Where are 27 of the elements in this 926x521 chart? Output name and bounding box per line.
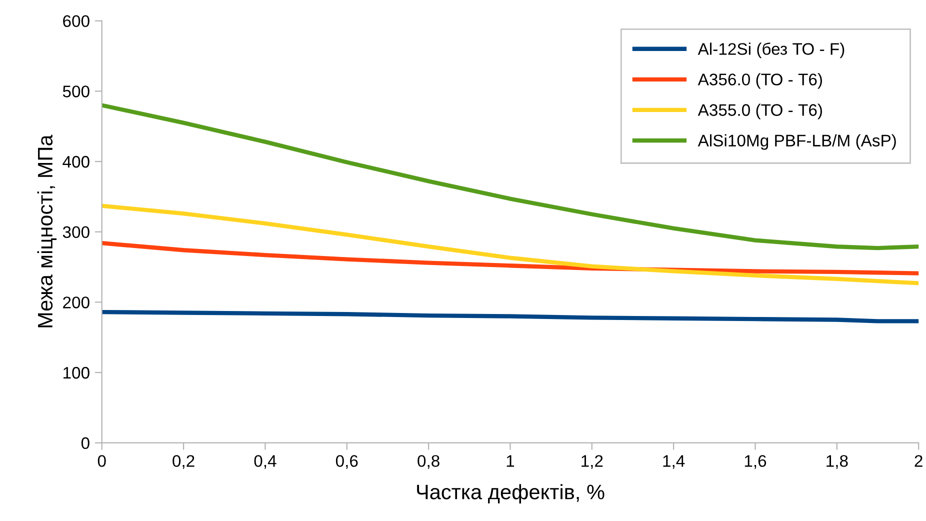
x-tick-label: 0,6 (336, 455, 358, 469)
legend-label: A355.0 (ТО - Т6) (698, 104, 822, 120)
x-tick-label: 0,4 (254, 455, 276, 469)
legend-label: Al-12Si (без ТО - F) (698, 42, 844, 58)
x-tick-label: 1,8 (826, 455, 848, 469)
x-tick-label: 0,8 (418, 455, 440, 469)
line-series (102, 204, 919, 286)
y-tick-label: 600 (63, 15, 90, 28)
legend-label: AlSi10Mg PBF-LB/M (AsP) (698, 134, 896, 150)
y-tick-label: 300 (62, 226, 90, 238)
x-tick-label: 2 (914, 455, 922, 467)
x-tick-label: 0 (98, 455, 106, 467)
line-series (102, 310, 919, 324)
y-tick-label: 500 (62, 86, 90, 98)
y-tick-label: 0 (81, 437, 90, 450)
legend-label: A356.0 (ТО - Т6) (698, 73, 822, 89)
x-tick-label: 1,2 (582, 455, 603, 469)
y-axis-title: Межа міцності, МПа (37, 134, 57, 328)
y-tick-label: 400 (62, 156, 90, 168)
line-series (102, 103, 919, 250)
x-axis-title: Частка дефектів, % (417, 484, 604, 504)
y-tick-label: 100 (64, 366, 90, 379)
x-tick-label: 1,6 (744, 455, 766, 469)
x-tick-label: 1 (506, 455, 514, 467)
x-tick-label: 0,2 (172, 455, 194, 469)
y-tick-label: 200 (63, 296, 90, 308)
x-tick-label: 1,4 (663, 455, 685, 469)
